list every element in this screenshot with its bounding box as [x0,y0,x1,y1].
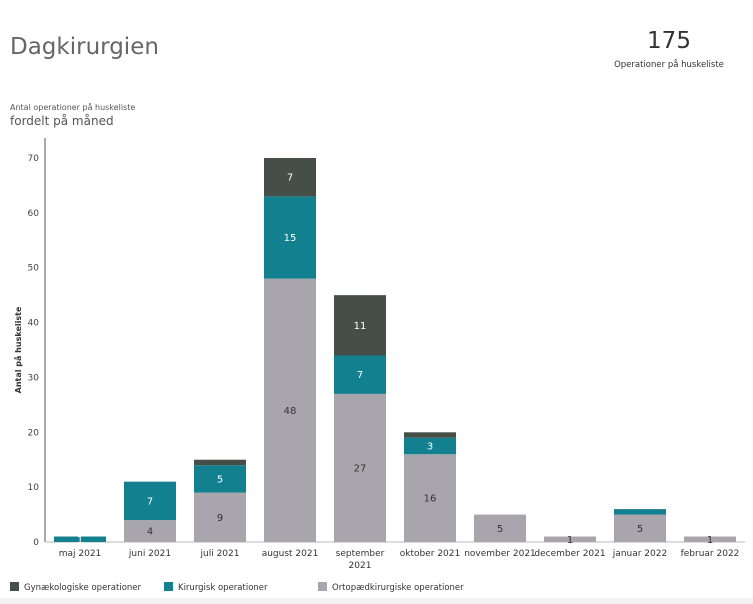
bar-ortho [684,536,736,542]
data-label: 7 [287,173,293,184]
y-tick-label: 10 [28,483,40,493]
data-label: 3 [427,442,433,453]
y-tick-label: 0 [33,538,39,548]
data-label: 5 [637,524,643,535]
bar-gynae [334,295,386,356]
x-tick-label: maj 2021 [59,549,102,559]
data-label: 7 [357,370,363,381]
y-tick-label: 50 [28,264,40,274]
bar-ortho [264,278,316,542]
legend-label-gynae: Gynækologiske operationer [24,583,142,593]
bar-ortho [124,520,176,542]
kpi-value: 175 [647,28,691,54]
bar-kirurgisk [334,355,386,394]
kpi-label: Operationer på huskeliste [614,60,724,70]
bar-kirurgisk [54,536,106,542]
data-label: 1 [77,535,83,546]
bar-gynae [194,459,246,466]
bar-kirurgisk [124,481,176,521]
bar-ortho [544,536,596,542]
bar-gynae [264,158,316,197]
data-label: 9 [217,513,223,524]
legend-label-kirurgisk: Kirurgisk operationer [178,583,268,593]
y-axis-title: Antal på huskeliste [13,306,23,393]
data-label: 1 [707,535,713,546]
x-tick-label: august 2021 [262,549,319,559]
bar-gynae [404,432,456,438]
page-title: Dagkirurgien [10,34,159,60]
data-label: 1 [567,535,573,546]
chart-subtitle: Antal operationer på huskeliste [10,103,136,112]
bar-kirurgisk [614,509,666,515]
bottom-divider [0,598,753,604]
x-tick-label: oktober 2021 [400,549,460,559]
bar-ortho [334,393,386,542]
data-label: 27 [354,463,367,474]
data-label: 7 [147,496,153,507]
legend-label-ortho: Ortopædkirurgiske operationer [332,583,464,593]
y-tick-label: 70 [28,154,40,164]
y-tick-label: 40 [28,319,40,329]
x-tick-label: september [336,549,385,559]
x-tick-label: januar 2022 [612,549,667,559]
data-label: 15 [284,233,297,244]
data-label: 5 [497,524,503,535]
y-tick-label: 60 [28,209,40,219]
bar-kirurgisk [264,196,316,279]
x-tick-label: november 2021 [464,549,536,559]
bar-kirurgisk [194,465,246,493]
x-tick-label: december 2021 [534,549,605,559]
x-tick-label: februar 2022 [681,549,740,559]
bar-ortho [404,454,456,542]
y-tick-label: 20 [28,428,40,438]
legend-swatch-ortho [318,582,327,591]
y-tick-label: 30 [28,373,40,383]
x-tick-label: 2021 [349,561,372,571]
x-tick-label: juni 2021 [128,549,171,559]
data-label: 16 [424,494,437,505]
data-label: 5 [217,474,223,485]
legend-swatch-kirurgisk [164,582,173,591]
chart-title: fordelt på måned [10,114,114,128]
bar-ortho [614,514,666,542]
data-label: 48 [284,406,297,417]
bar-ortho [194,492,246,542]
legend-swatch-gynae [10,582,19,591]
bar-ortho [474,514,526,542]
bar-kirurgisk [404,437,456,455]
data-label: 11 [354,321,367,332]
x-tick-label: juli 2021 [200,549,240,559]
data-label: 4 [147,527,153,538]
